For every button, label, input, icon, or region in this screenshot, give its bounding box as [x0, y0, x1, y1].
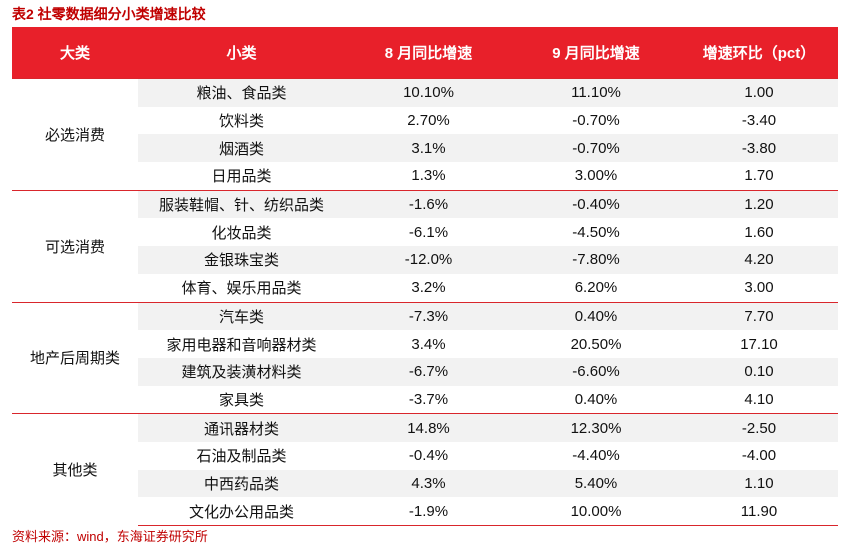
header-cell: 9 月同比增速	[512, 27, 680, 79]
cell: 4.10	[680, 385, 838, 415]
cell: 金银珠宝类	[138, 246, 345, 274]
cell: 3.4%	[411, 335, 446, 353]
cell: 1.10	[680, 469, 838, 498]
cell: 10.10%	[345, 77, 512, 107]
table-row: 地产后周期类 汽车类 -7.3% 0.40% 7.70	[12, 301, 838, 414]
header-cell: 8 月同比增速	[345, 27, 512, 79]
cell: 10.00%	[512, 497, 680, 527]
table-row: 必选消费 粮油、食品类 10.10% 11.10% 1.00	[12, 77, 838, 191]
cell: 11.90	[680, 497, 838, 527]
cell: 5.40%	[512, 469, 680, 498]
header-row: 大类 小类 8 月同比增速 9 月同比增速 增速环比（pct）	[12, 27, 838, 79]
cell: 0.40%	[512, 301, 680, 331]
table-row: 饮料类 2.70% -0.70% -3.40	[12, 107, 838, 135]
cell: 1.20	[680, 189, 838, 219]
table-row: 烟酒类 3.1% -0.70% -3.80	[12, 134, 838, 163]
cell: 6.20%	[512, 273, 680, 303]
cell: 体育、娱乐用品类	[138, 273, 345, 303]
group-cell: 地产后周期类	[12, 301, 138, 414]
cell: 粮油、食品类	[138, 77, 345, 107]
cell: -0.70%	[512, 134, 680, 163]
table-row: 化妆品类 -6.1% -4.50% 1.60	[12, 218, 838, 246]
table-row: 中西药品类 4.3% 5.40% 1.10	[12, 469, 838, 498]
cell: 化妆品类	[211, 224, 272, 242]
cell: 建筑及装潢材料类	[138, 357, 345, 386]
cell: 石油及制品类	[196, 448, 287, 466]
table-title: 表2 社零数据细分小类增速比较	[12, 6, 206, 22]
table-body: 必选消费 粮油、食品类 10.10% 11.10% 1.00 饮料类 2.70% -0.70%…	[12, 77, 838, 527]
cell: 烟酒类	[138, 134, 345, 163]
cell: 4.3%	[345, 469, 512, 498]
group-cell: 可选消费	[12, 189, 138, 302]
header-cell: 增速环比（pct）	[680, 27, 838, 79]
cell: 日用品类	[138, 162, 345, 191]
cell: -0.4%	[408, 447, 449, 465]
group-cell: 必选消费	[12, 78, 138, 191]
cell: 服装鞋帽、针、纺织品类	[138, 189, 345, 219]
cell: -3.80	[680, 134, 838, 163]
cell: 2.70%	[407, 112, 450, 130]
cell: -0.40%	[512, 189, 680, 219]
cell: 14.8%	[345, 413, 512, 442]
table-row: 家具类 -3.7% 0.40% 4.10	[12, 385, 838, 415]
cell: -1.6%	[345, 189, 512, 219]
cell: -3.40	[741, 112, 777, 130]
cell: -1.9%	[345, 497, 512, 527]
cell: -4.40%	[572, 447, 620, 465]
table-row: 金银珠宝类 -12.0% -7.80% 4.20	[12, 246, 838, 274]
cell: 20.50%	[570, 335, 622, 353]
cell: 1.70	[680, 162, 838, 191]
cell: 17.10	[740, 335, 778, 353]
cell: 文化办公用品类	[138, 497, 345, 527]
cell: -7.3%	[345, 301, 512, 331]
group-cell: 其他类	[12, 413, 138, 526]
cell: 3.2%	[345, 273, 512, 303]
cell: 通讯器材类	[138, 413, 345, 442]
header-cell: 大类	[12, 27, 138, 79]
cell: 汽车类	[138, 301, 345, 331]
cell: 3.00	[680, 273, 838, 303]
cell: -7.80%	[512, 246, 680, 274]
table-row: 文化办公用品类 -1.9% 10.00% 11.90	[12, 497, 838, 527]
table-row: 家用电器和音响器材类 3.4% 20.50% 17.10	[12, 330, 838, 358]
cell: -0.70%	[572, 112, 620, 130]
cell: -3.7%	[345, 385, 512, 415]
data-table: 大类 小类 8 月同比增速 9 月同比增速 增速环比（pct） 必选消费 粮油、食品类 10…	[12, 27, 838, 527]
cell: 饮料类	[218, 113, 264, 131]
cell: -2.50	[680, 413, 838, 442]
table-row: 建筑及装潢材料类 -6.7% -6.60% 0.10	[12, 357, 838, 386]
cell: -6.60%	[512, 357, 680, 386]
cell: 中西药品类	[138, 469, 345, 498]
table-row: 石油及制品类 -0.4% -4.40% -4.00	[12, 442, 838, 470]
cell: 3.00%	[512, 162, 680, 191]
cell: 家具类	[138, 385, 345, 415]
cell: -6.1%	[408, 223, 449, 241]
cell: 4.20	[680, 246, 838, 274]
cell: 1.00	[680, 77, 838, 107]
cell: -6.7%	[345, 357, 512, 386]
table-row: 可选消费 服装鞋帽、针、纺织品类 -1.6% -0.40% 1.20	[12, 189, 838, 302]
cell: 0.10	[680, 357, 838, 386]
cell: 1.60	[744, 223, 774, 241]
cell: 11.10%	[512, 77, 680, 107]
table-row: 其他类 通讯器材类 14.8% 12.30% -2.50	[12, 413, 838, 526]
cell: -4.50%	[572, 223, 620, 241]
cell: 家用电器和音响器材类	[166, 336, 317, 354]
source-note: 资料来源：wind，东海证券研究所	[12, 529, 208, 544]
cell: 3.1%	[345, 134, 512, 163]
cell: 7.70	[680, 301, 838, 331]
cell: 0.40%	[512, 385, 680, 415]
header-cell: 小类	[138, 27, 345, 79]
cell: 1.3%	[345, 162, 512, 191]
table-row: 体育、娱乐用品类 3.2% 6.20% 3.00	[12, 273, 838, 303]
cell: -12.0%	[345, 246, 512, 274]
cell: -4.00	[741, 447, 777, 465]
cell: 12.30%	[512, 413, 680, 442]
